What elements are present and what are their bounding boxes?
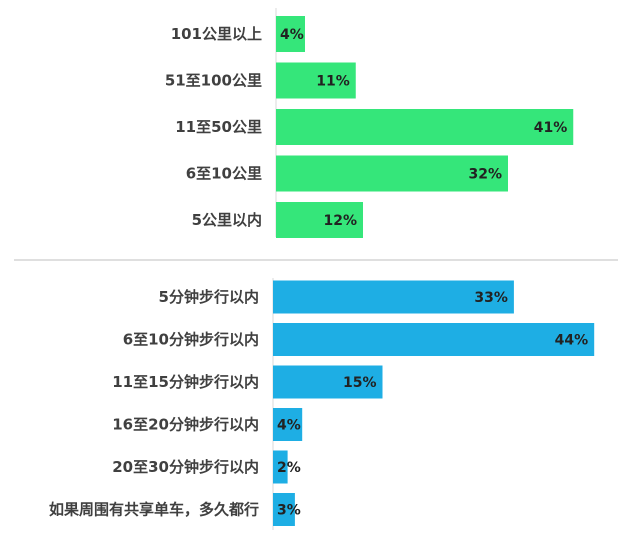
distance-chart: 101公里以上 4% 51至100公里 11% 11至50公里 41% 6至10公里 32% 5…: [165, 8, 574, 238]
category-label: 101公里以上: [171, 25, 262, 43]
bar: [276, 109, 574, 145]
bar: [273, 280, 514, 314]
data-label: 12%: [323, 213, 357, 229]
walking-time-chart: 5分钟步行以内 33% 6至10分钟步行以内 44% 11至15分钟步行以内 15% 16至…: [49, 278, 595, 530]
category-label: 5公里以内: [192, 211, 262, 229]
category-label: 16至20分钟步行以内: [112, 416, 259, 434]
category-label: 6至10公里: [186, 165, 262, 183]
data-label: 3%: [277, 503, 301, 519]
bar: [273, 323, 595, 356]
data-label: 4%: [280, 27, 304, 43]
bar: [276, 202, 363, 238]
bar: [276, 155, 508, 192]
category-label: 如果周围有共享单车，多久都行: [49, 501, 259, 519]
bar: [276, 62, 356, 99]
category-label: 6至10分钟步行以内: [123, 331, 259, 349]
category-label: 20至30分钟步行以内: [112, 458, 259, 476]
bar: [273, 408, 303, 441]
category-label: 11至15分钟步行以内: [112, 373, 259, 391]
data-label: 2%: [277, 460, 301, 476]
data-label: 11%: [316, 74, 350, 90]
category-label: 11至50公里: [175, 118, 262, 136]
bar: [273, 493, 295, 526]
bar: [276, 16, 305, 52]
category-label: 51至100公里: [165, 72, 262, 90]
data-label: 41%: [534, 120, 568, 136]
data-label: 4%: [277, 418, 301, 434]
data-label: 44%: [555, 333, 589, 349]
data-label: 32%: [468, 167, 502, 183]
bar: [273, 450, 288, 484]
data-label: 15%: [343, 375, 377, 391]
bar: [273, 365, 383, 399]
data-label: 33%: [474, 290, 508, 306]
category-label: 5分钟步行以内: [159, 288, 259, 306]
